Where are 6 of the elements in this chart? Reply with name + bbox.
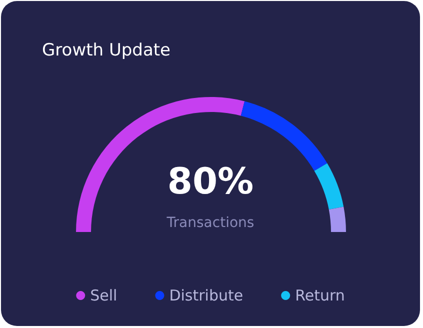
text: 80%: [167, 162, 254, 202]
legend-label: Sell: [90, 286, 118, 304]
text: Transactions: [166, 215, 254, 231]
legend-label: Distribute: [169, 286, 244, 304]
legend-label: Return: [295, 286, 345, 304]
chart-title: Growth Update: [42, 40, 171, 60]
